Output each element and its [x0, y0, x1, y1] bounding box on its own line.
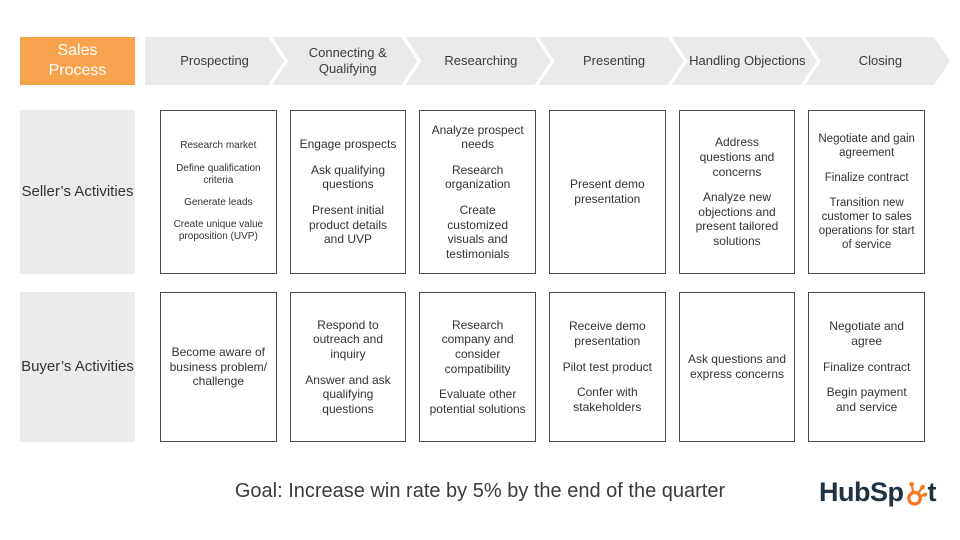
activity-item: Answer and ask qualifying questions — [305, 372, 391, 416]
buyer-cell-handling-objections: Ask questions and express concerns — [678, 292, 796, 442]
stage-chevron-strip: Prospecting Connecting & Qualifying Rese… — [145, 37, 950, 85]
stage-chevron-presenting: Presenting — [539, 37, 684, 85]
buyer-activities-row: Buyer’s Activities Become aware of busin… — [20, 292, 925, 442]
activity-item: Analyze new objections and present tailo… — [695, 190, 779, 249]
activity-item: Generate leads — [184, 197, 253, 208]
buyer-activities-label: Buyer’s Activities — [20, 292, 135, 442]
activity-item: Become aware of business problem/ challe… — [169, 345, 268, 389]
buyer-cell-closing: Negotiate and agree Finalize contract Be… — [808, 292, 925, 442]
buyer-cell-presenting: Receive demo presentation Pilot test pro… — [548, 292, 666, 442]
seller-cell-handling-objections: Address questions and concerns Analyze n… — [678, 110, 796, 274]
activity-item: Address questions and concerns — [699, 135, 775, 179]
activity-item: Pilot test product — [562, 359, 653, 374]
goal-text: Goal: Increase win rate by 5% by the end… — [234, 480, 726, 502]
activity-item: Research market — [180, 140, 257, 152]
stage-chevron-handling-objections: Handling Objections — [672, 37, 817, 85]
process-header: Sales Process Prospecting Connecting & Q… — [20, 37, 950, 85]
buyer-cell-researching: Research company and consider compatibil… — [419, 292, 536, 442]
seller-activities-row: Seller’s Activities Research market Defi… — [20, 110, 925, 274]
activity-item: Receive demo presentation — [568, 319, 646, 349]
sales-process-label: Sales Process — [20, 37, 135, 85]
activity-item: Research company and consider compatibil… — [441, 317, 514, 376]
activity-item: Negotiate and agree — [829, 319, 905, 349]
stage-label: Prospecting — [180, 53, 249, 69]
activity-item: Finalize contract — [822, 359, 911, 374]
logo-text-suffix: t — [927, 477, 937, 507]
buyer-cell-prospecting: Become aware of business problem/ challe… — [160, 292, 277, 442]
activity-item: Finalize contract — [824, 171, 909, 184]
activity-item: Engage prospects — [299, 137, 397, 152]
activity-item: Respond to outreach and inquiry — [312, 317, 384, 361]
stage-chevron-researching: Researching — [405, 37, 550, 85]
hubspot-sprocket-icon — [907, 482, 927, 506]
activity-item: Confer with stakeholders — [573, 385, 642, 414]
activity-item: Evaluate other potential solutions — [429, 387, 526, 416]
activity-item: Ask questions and express concerns — [687, 352, 787, 381]
stage-label: Researching — [444, 53, 518, 69]
stage-label: Closing — [858, 53, 903, 69]
hubspot-logo: HubSp t — [819, 477, 936, 508]
activity-item: Analyze prospect needs — [431, 122, 524, 152]
seller-activities-label: Seller’s Activities — [20, 110, 135, 274]
stage-label: Presenting — [583, 53, 646, 69]
activity-item: Research organization — [444, 162, 511, 192]
stage-label: Handling Objections — [689, 53, 806, 69]
seller-cell-presenting: Present demo presentation — [548, 110, 666, 274]
logo-text-prefix: HubSp — [819, 477, 904, 507]
stage-chevron-closing: Closing — [805, 37, 950, 85]
seller-cell-connecting-qualifying: Engage prospects Ask qualifying question… — [289, 110, 407, 274]
stage-chevron-prospecting: Prospecting — [145, 37, 284, 85]
seller-cell-researching: Analyze prospect needs Research organiza… — [419, 110, 536, 274]
activity-item: Transition new customer to sales operati… — [818, 196, 915, 252]
activity-item: Present initial product details and UVP — [308, 203, 388, 247]
activity-item: Create customized visuals and testimonia… — [445, 203, 510, 261]
activity-item: Define qualification criteria — [176, 162, 261, 186]
activity-item: Ask qualifying questions — [310, 162, 386, 192]
seller-cell-prospecting: Research market Define qualification cri… — [160, 110, 277, 274]
buyer-cell-connecting-qualifying: Respond to outreach and inquiry Answer a… — [289, 292, 407, 442]
activity-item: Negotiate and gain agreement — [818, 132, 915, 159]
activity-item: Begin payment and service — [826, 385, 907, 414]
stage-label: Connecting & Qualifying — [308, 45, 387, 76]
seller-cell-closing: Negotiate and gain agreement Finalize co… — [808, 110, 925, 274]
activity-item: Present demo presentation — [569, 177, 645, 206]
stage-chevron-connecting-qualifying: Connecting & Qualifying — [272, 37, 417, 85]
activity-item: Create unique value proposition (UVP) — [173, 219, 264, 243]
